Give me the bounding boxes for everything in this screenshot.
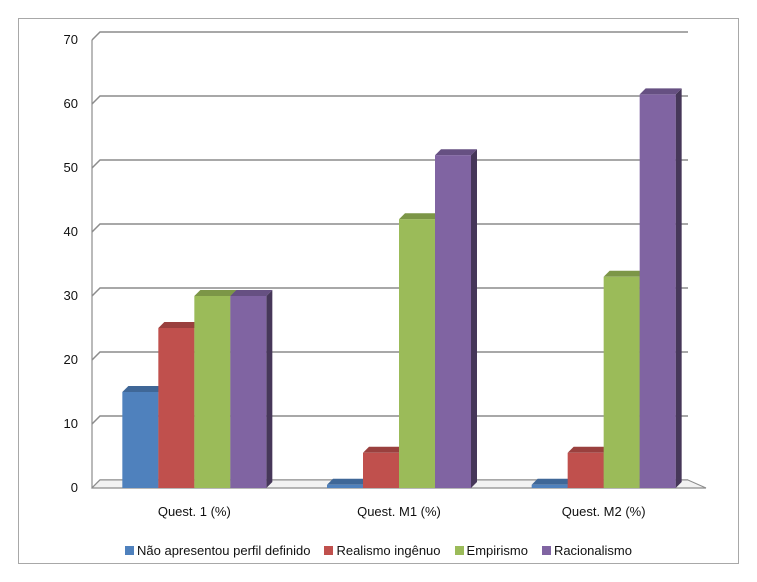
bar-front xyxy=(363,452,399,488)
legend-item: Realismo ingênuo xyxy=(324,542,441,558)
bar-front xyxy=(158,328,195,488)
bar-front xyxy=(327,484,363,488)
x-tick-label: Quest. M2 (%) xyxy=(562,504,646,519)
legend-swatch xyxy=(125,545,134,555)
bar xyxy=(531,478,574,488)
gridline xyxy=(91,415,688,425)
bar-top xyxy=(158,322,201,328)
bar xyxy=(399,213,441,488)
bar-top xyxy=(363,446,405,453)
bar xyxy=(567,446,610,488)
bar-side xyxy=(471,149,477,488)
legend-item: Racionalismo xyxy=(541,542,632,558)
y-tick-label: 50 xyxy=(64,160,78,175)
y-tick-label: 40 xyxy=(64,224,78,239)
legend-label: Não apresentou perfil definido xyxy=(137,542,311,558)
y-tick-label: 10 xyxy=(64,416,78,431)
gridline xyxy=(91,351,688,361)
bar xyxy=(230,290,273,488)
gridline xyxy=(91,95,688,105)
legend-label: Empirismo xyxy=(466,542,528,558)
bar-front xyxy=(194,296,231,488)
bar-front xyxy=(603,276,640,488)
bar-top xyxy=(531,478,574,485)
bar xyxy=(639,88,682,489)
bar-top xyxy=(230,290,273,296)
bar-front xyxy=(435,155,471,488)
bar-top xyxy=(567,446,610,453)
gridline xyxy=(91,287,688,297)
bar xyxy=(158,322,201,488)
y-tick-label: 70 xyxy=(64,32,78,47)
bar-side xyxy=(266,290,273,488)
legend-label: Racionalismo xyxy=(553,542,632,558)
gridline xyxy=(91,223,688,233)
legend-swatch xyxy=(454,545,464,555)
bar-front xyxy=(122,392,159,488)
bar-front xyxy=(639,94,676,489)
y-tick-labels: 0 10 20 30 40 50 60 70 xyxy=(64,32,78,495)
x-tick-labels: Quest. 1 (%) Quest. M1 (%) Quest. M2 (%) xyxy=(158,504,646,519)
bar xyxy=(122,386,165,488)
legend-item: Empirismo xyxy=(454,542,528,558)
legend: Não apresentou perfil definido Realismo i… xyxy=(0,540,757,560)
bar xyxy=(194,290,237,488)
bar xyxy=(435,149,477,488)
bar-front xyxy=(230,296,267,488)
x-tick-label: Quest. M1 (%) xyxy=(357,504,441,519)
bar-top xyxy=(603,270,646,277)
y-tick-label: 0 xyxy=(71,480,78,495)
bar xyxy=(603,270,646,488)
legend-swatch xyxy=(541,545,551,555)
legend-swatch xyxy=(324,545,334,555)
bar-side xyxy=(675,88,682,489)
y-tick-label: 20 xyxy=(64,352,78,367)
gridline xyxy=(91,159,688,169)
bar-front xyxy=(567,452,604,488)
y-tick-label: 60 xyxy=(64,96,78,111)
bar xyxy=(327,478,369,488)
legend-label: Realismo ingênuo xyxy=(336,542,441,558)
bar-front xyxy=(531,484,568,488)
bar xyxy=(363,446,405,488)
gridline xyxy=(91,31,688,41)
bar-front xyxy=(399,219,435,488)
bar-top xyxy=(194,290,237,296)
y-tick-label: 30 xyxy=(64,288,78,303)
bars xyxy=(122,88,682,489)
bar-top xyxy=(327,478,369,485)
legend-item: Não apresentou perfil definido xyxy=(125,543,310,558)
bar-top xyxy=(435,149,477,156)
bar-top xyxy=(639,88,682,95)
x-tick-label: Quest. 1 (%) xyxy=(158,504,231,519)
bar-top xyxy=(122,386,165,392)
bar-top xyxy=(399,213,441,220)
